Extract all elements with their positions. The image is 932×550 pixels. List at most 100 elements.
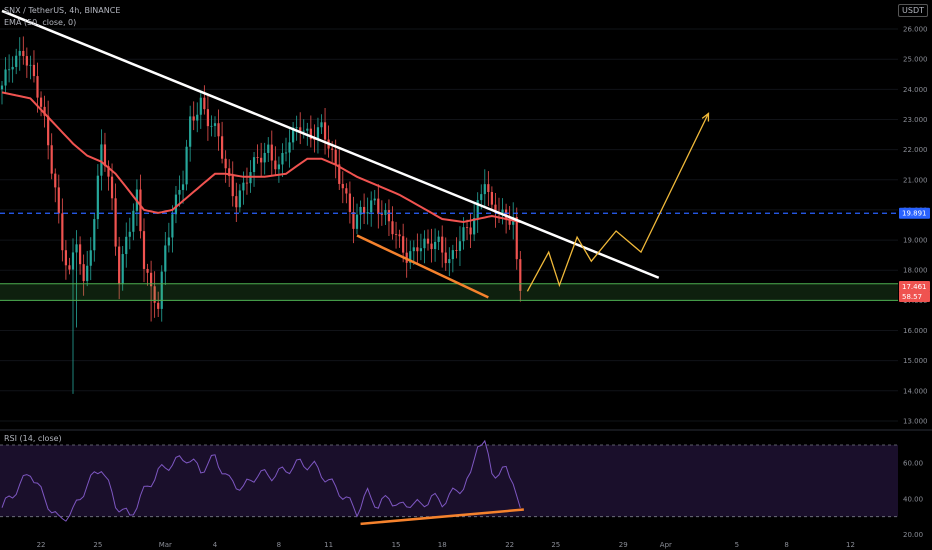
projection-path <box>526 113 709 292</box>
price-tick-label: 16.000 <box>903 327 928 335</box>
candle-body <box>366 212 369 214</box>
candle-body <box>423 238 426 249</box>
candle-body <box>483 184 486 195</box>
ema-line <box>1 91 521 224</box>
candle-body <box>373 198 376 201</box>
candle-body <box>160 271 163 309</box>
candle-body <box>157 302 160 309</box>
rsi-indicator-label[interactable]: RSI (14, close) <box>4 434 62 443</box>
candle-body <box>192 116 195 121</box>
candle-body <box>118 246 121 285</box>
candle-body <box>444 252 447 264</box>
candle-body <box>199 97 202 115</box>
ema-indicator-label[interactable]: EMA (50, close, 0) <box>4 18 77 27</box>
candle-body <box>391 221 394 235</box>
candle-body <box>36 76 39 98</box>
candle-body <box>235 196 238 208</box>
price-tick-label: 13.000 <box>903 417 928 425</box>
candle-body <box>260 157 263 163</box>
time-tick-label: Mar <box>159 541 172 549</box>
time-tick-label: 12 <box>846 541 855 549</box>
candle-body <box>128 231 131 237</box>
candle-body <box>501 209 504 214</box>
price-divergence-line <box>356 234 489 299</box>
candle-body <box>331 148 334 150</box>
candle-body <box>142 231 146 269</box>
rsi-tick-label: 60.00 <box>903 459 923 467</box>
candle-body <box>22 50 25 57</box>
candle-body <box>469 227 472 235</box>
descending-trendline <box>1 9 660 279</box>
candle-body <box>125 236 128 255</box>
candle-body <box>103 144 107 167</box>
candle-body <box>213 123 217 126</box>
candle-body <box>8 69 11 71</box>
candle-body <box>238 190 241 208</box>
background-bands <box>0 429 932 518</box>
candle-body <box>153 286 156 303</box>
candle-body <box>320 122 323 128</box>
candle-body <box>171 214 174 238</box>
currency-button[interactable]: USDT <box>898 4 928 17</box>
candle-body <box>487 184 490 192</box>
candle-body <box>430 243 433 250</box>
candle-body <box>150 272 153 287</box>
candle-body <box>96 175 99 220</box>
candle-body <box>57 187 60 214</box>
candle-body <box>206 109 209 127</box>
candle-body <box>494 204 497 213</box>
projection-arrowhead <box>701 112 710 122</box>
time-tick-label: 25 <box>93 541 102 549</box>
candle-body <box>79 244 82 265</box>
time-tick-label: 5 <box>735 541 739 549</box>
candle-body <box>256 157 259 158</box>
candle-body <box>4 69 7 86</box>
candle-body <box>242 182 245 191</box>
candle-body <box>132 210 135 232</box>
candle-body <box>359 206 362 215</box>
candle-body <box>302 130 305 132</box>
candle-body <box>409 251 412 263</box>
candle-body <box>394 234 398 235</box>
candle-body <box>15 55 18 67</box>
candle-body <box>316 127 320 140</box>
price-badge-label: 58.57 <box>902 293 922 301</box>
candle-body <box>348 193 351 212</box>
candle-body <box>68 265 71 270</box>
candle-body <box>11 66 14 70</box>
candle-body <box>64 250 67 266</box>
time-tick-label: Apr <box>660 541 672 549</box>
candle-body <box>380 214 383 215</box>
candle-body <box>490 191 493 205</box>
candle-body <box>89 250 92 266</box>
time-tick-label: 15 <box>392 541 401 549</box>
candle-body <box>274 160 277 170</box>
candle-body <box>345 188 348 194</box>
candle-body <box>306 128 309 131</box>
candle-body <box>299 127 302 131</box>
candle-body <box>292 127 295 143</box>
candle-body <box>18 50 21 56</box>
candle-body <box>178 189 181 195</box>
candle-body <box>167 237 170 246</box>
candle-body <box>146 268 149 273</box>
price-tick-label: 24.000 <box>903 86 928 94</box>
candle-body <box>245 182 249 184</box>
symbol-title: SNX / TetherUS, 4h, BINANCE <box>4 6 121 15</box>
candle-body <box>39 97 43 107</box>
candle-body <box>29 64 32 66</box>
price-tick-label: 26.000 <box>903 26 928 34</box>
rsi-divergence-line <box>360 508 524 526</box>
candle-body <box>434 241 437 250</box>
candle-body <box>139 189 142 232</box>
rsi-tick-label: 40.00 <box>903 495 923 503</box>
candle-body <box>465 227 469 229</box>
candle-body <box>363 206 366 214</box>
candle-body <box>277 164 280 170</box>
candle-body <box>263 152 266 163</box>
candle-body <box>114 198 117 247</box>
candle-body <box>82 264 85 282</box>
candle-body <box>164 245 167 272</box>
candle-body <box>270 144 273 161</box>
